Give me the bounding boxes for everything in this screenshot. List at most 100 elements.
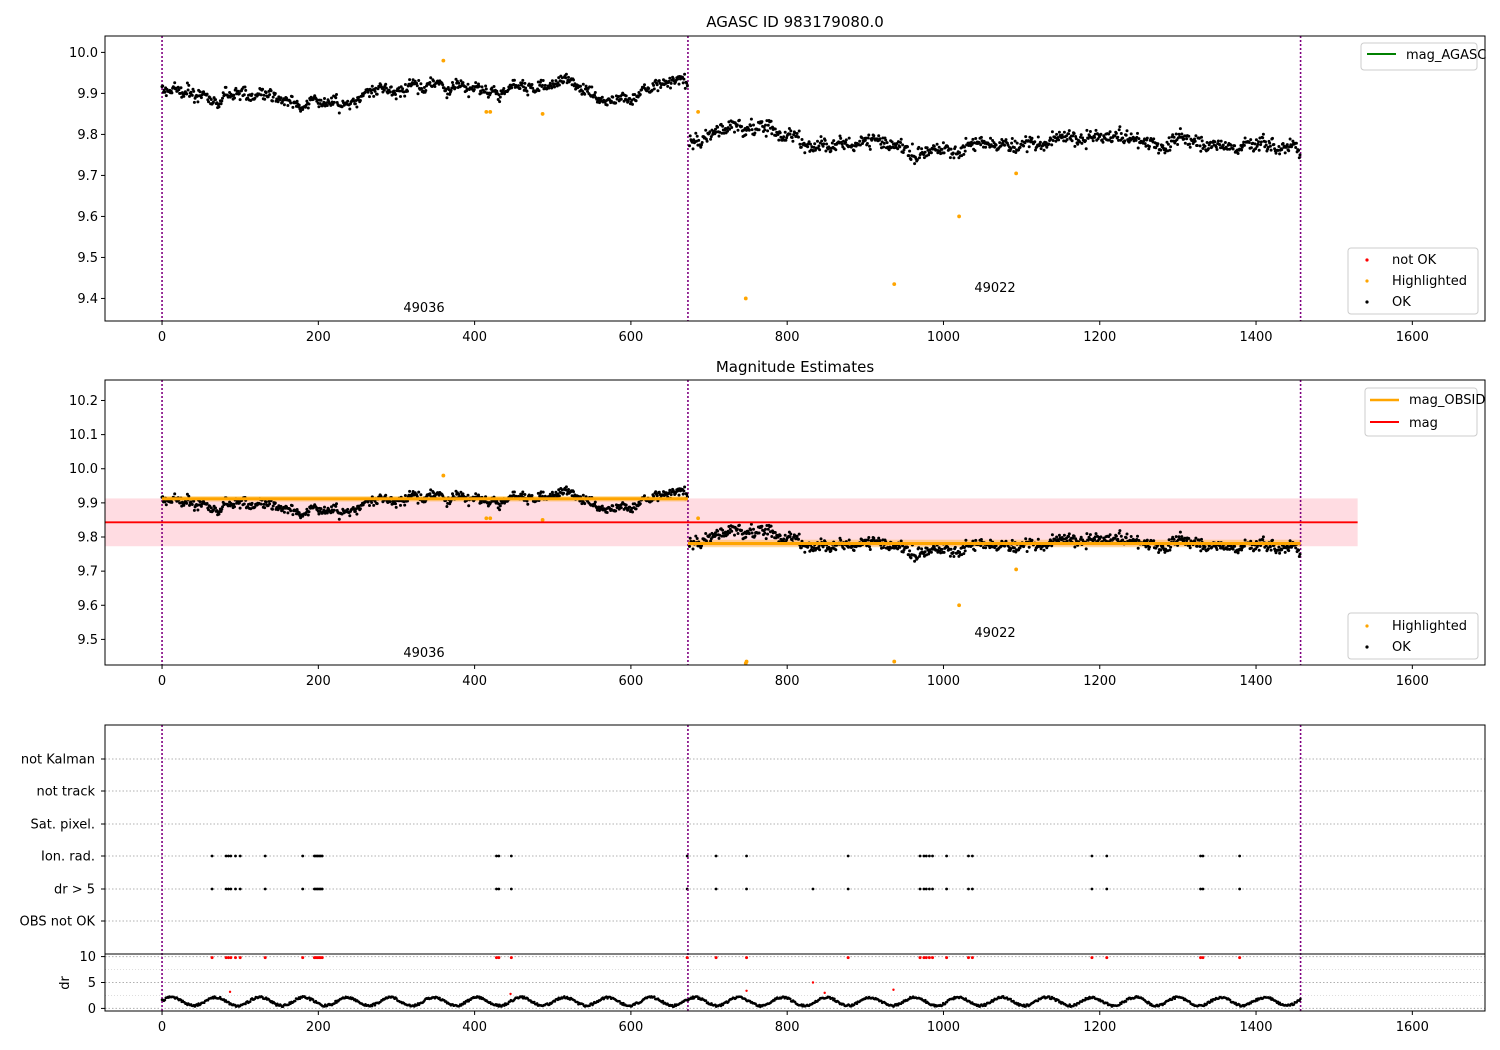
ok-point — [677, 493, 681, 497]
x-tick-label: 800 — [775, 1020, 800, 1035]
ok-point — [901, 143, 905, 147]
ok-point — [899, 137, 903, 141]
ok-point — [839, 538, 843, 542]
ok-point — [1249, 546, 1253, 550]
ok-point — [520, 492, 524, 496]
ok-point — [652, 87, 656, 91]
ok-point — [584, 84, 588, 88]
ok-point — [1136, 146, 1140, 150]
ok-point — [375, 502, 379, 506]
ok-point — [842, 547, 846, 551]
ok-point — [667, 79, 671, 83]
dr-point — [1068, 1003, 1071, 1006]
ok-point — [428, 81, 432, 84]
ok-point — [384, 493, 388, 497]
ok-point — [334, 504, 338, 508]
ok-point — [289, 509, 293, 513]
x-tick-label: 1000 — [927, 1020, 960, 1035]
ok-point — [728, 127, 732, 131]
flag-point — [846, 854, 850, 858]
ok-point — [940, 547, 944, 551]
ok-point — [1073, 545, 1077, 549]
highlighted-point — [892, 282, 897, 286]
ok-point — [951, 551, 955, 554]
ok-point — [633, 502, 637, 506]
ok-point — [789, 532, 793, 536]
ok-point — [1177, 132, 1181, 136]
ok-point — [1283, 550, 1287, 554]
ok-point — [688, 544, 691, 548]
ok-point — [498, 95, 502, 99]
ok-point — [1283, 151, 1287, 155]
ok-point — [619, 506, 623, 510]
ok-point — [282, 510, 286, 514]
ok-point — [1193, 139, 1197, 143]
ok-point — [271, 504, 275, 508]
ok-point — [253, 505, 257, 509]
ok-point — [1050, 143, 1054, 147]
ok-point — [657, 79, 661, 83]
ok-point — [489, 91, 492, 95]
ok-point — [1152, 137, 1156, 141]
ok-point — [824, 149, 828, 153]
ok-point — [250, 501, 254, 505]
highlighted-point — [1014, 171, 1019, 176]
ok-point — [989, 136, 992, 140]
panel1-title: AGASC ID 983179080.0 — [706, 13, 884, 31]
ok-point — [773, 127, 777, 131]
ok-point — [721, 528, 725, 532]
ok-point — [370, 501, 374, 504]
ok-point — [1085, 128, 1089, 132]
dr-point — [248, 1000, 252, 1003]
ok-point — [872, 134, 876, 138]
ok-point — [790, 538, 794, 542]
ok-point — [902, 148, 906, 152]
ok-point — [963, 546, 966, 549]
ok-point — [1056, 136, 1060, 139]
ok-point — [704, 128, 708, 132]
ok-point — [953, 545, 957, 549]
ok-point — [1065, 539, 1069, 543]
ok-point — [1216, 139, 1220, 143]
ok-point — [307, 510, 311, 514]
flag-point — [1090, 854, 1094, 858]
ok-point — [1147, 147, 1151, 151]
ok-point — [263, 97, 267, 101]
ok-point — [730, 529, 734, 533]
ok-point — [1172, 537, 1176, 541]
ok-point — [917, 145, 921, 149]
ok-point — [1094, 532, 1098, 536]
ok-point — [898, 145, 902, 149]
ok-point — [999, 144, 1003, 148]
ok-point — [1114, 131, 1118, 135]
ok-point — [749, 124, 753, 128]
flag-row-label: OBS not OK — [20, 915, 96, 930]
dr-clipped-point — [1199, 956, 1203, 960]
ok-point — [737, 523, 741, 527]
ok-point — [1167, 136, 1171, 140]
ok-point — [307, 102, 311, 106]
ok-point — [1274, 151, 1278, 155]
ok-point — [1125, 129, 1129, 133]
ok-point — [557, 83, 561, 87]
ok-point — [1076, 142, 1080, 146]
ok-point — [498, 508, 502, 512]
dr-clipped-point — [846, 956, 850, 960]
ok-point — [177, 88, 181, 92]
ok-point — [1065, 138, 1069, 141]
y-tick-label: 9.4 — [77, 292, 98, 307]
ok-point — [182, 503, 186, 507]
dr-clipped-point — [497, 956, 501, 960]
ok-point — [1116, 135, 1120, 139]
ok-point — [512, 78, 516, 82]
ok-point — [394, 505, 398, 509]
dr-clipped-point — [714, 956, 718, 960]
ok-point — [205, 92, 209, 96]
ok-point — [224, 85, 228, 89]
ok-point — [1210, 145, 1214, 149]
highlighted-point — [957, 603, 961, 608]
ok-point — [974, 137, 978, 140]
panel3-plot-area — [105, 725, 1485, 1011]
ok-point — [557, 76, 561, 80]
